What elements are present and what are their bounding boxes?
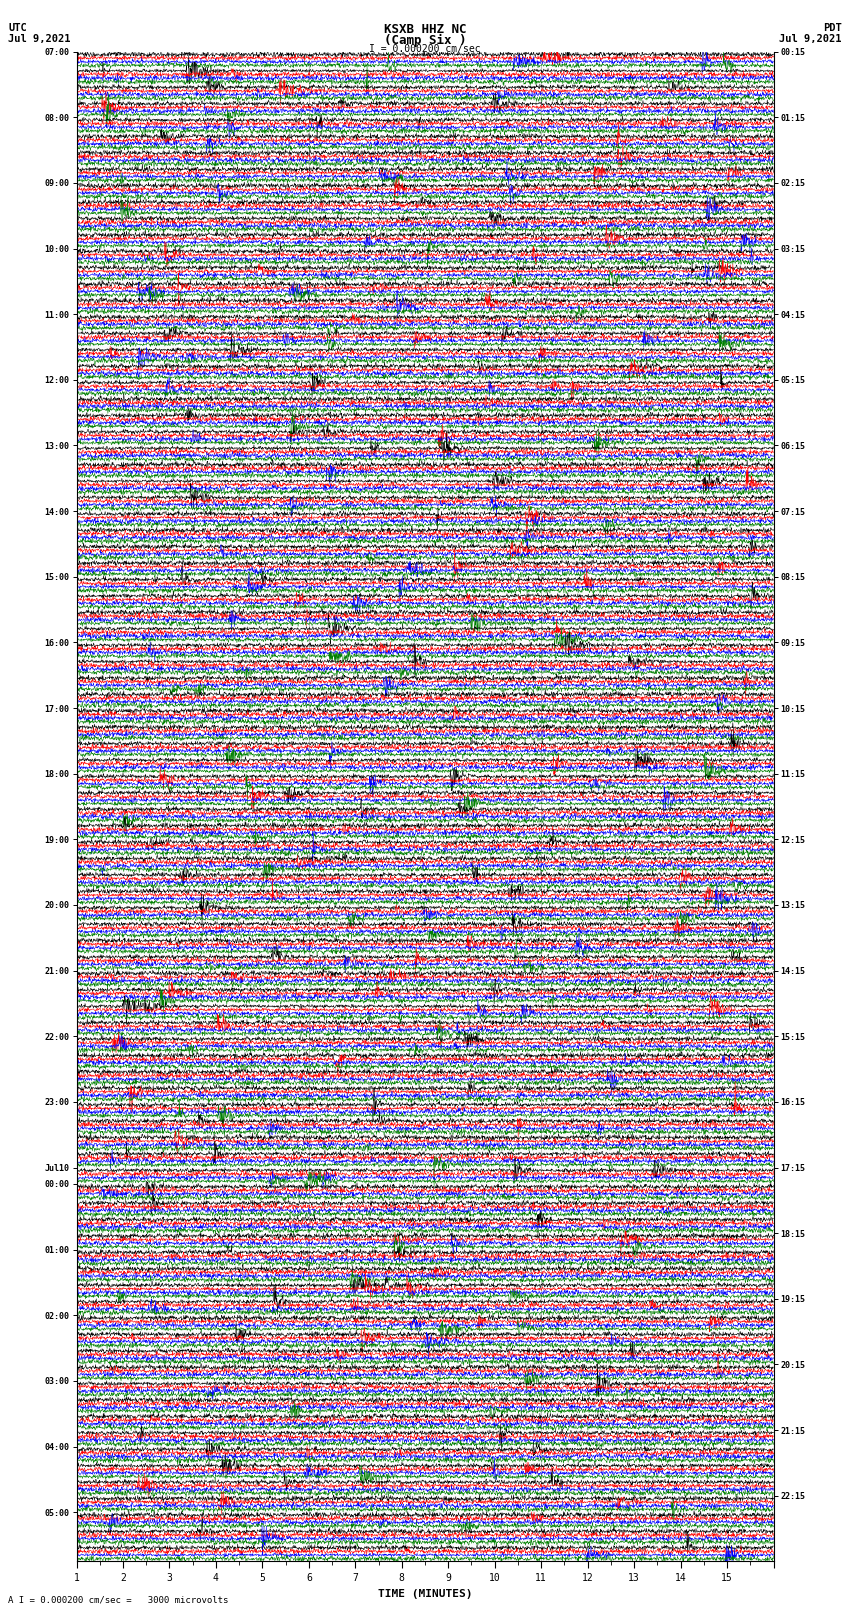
Text: UTC: UTC xyxy=(8,24,27,34)
Text: A I = 0.000200 cm/sec =   3000 microvolts: A I = 0.000200 cm/sec = 3000 microvolts xyxy=(8,1595,229,1605)
Text: Jul 9,2021: Jul 9,2021 xyxy=(779,34,842,44)
Text: I = 0.000200 cm/sec: I = 0.000200 cm/sec xyxy=(369,44,481,55)
Text: Jul 9,2021: Jul 9,2021 xyxy=(8,34,71,44)
Text: (Camp Six ): (Camp Six ) xyxy=(383,34,467,47)
X-axis label: TIME (MINUTES): TIME (MINUTES) xyxy=(377,1589,473,1598)
Text: PDT: PDT xyxy=(823,24,842,34)
Text: KSXB HHZ NC: KSXB HHZ NC xyxy=(383,24,467,37)
